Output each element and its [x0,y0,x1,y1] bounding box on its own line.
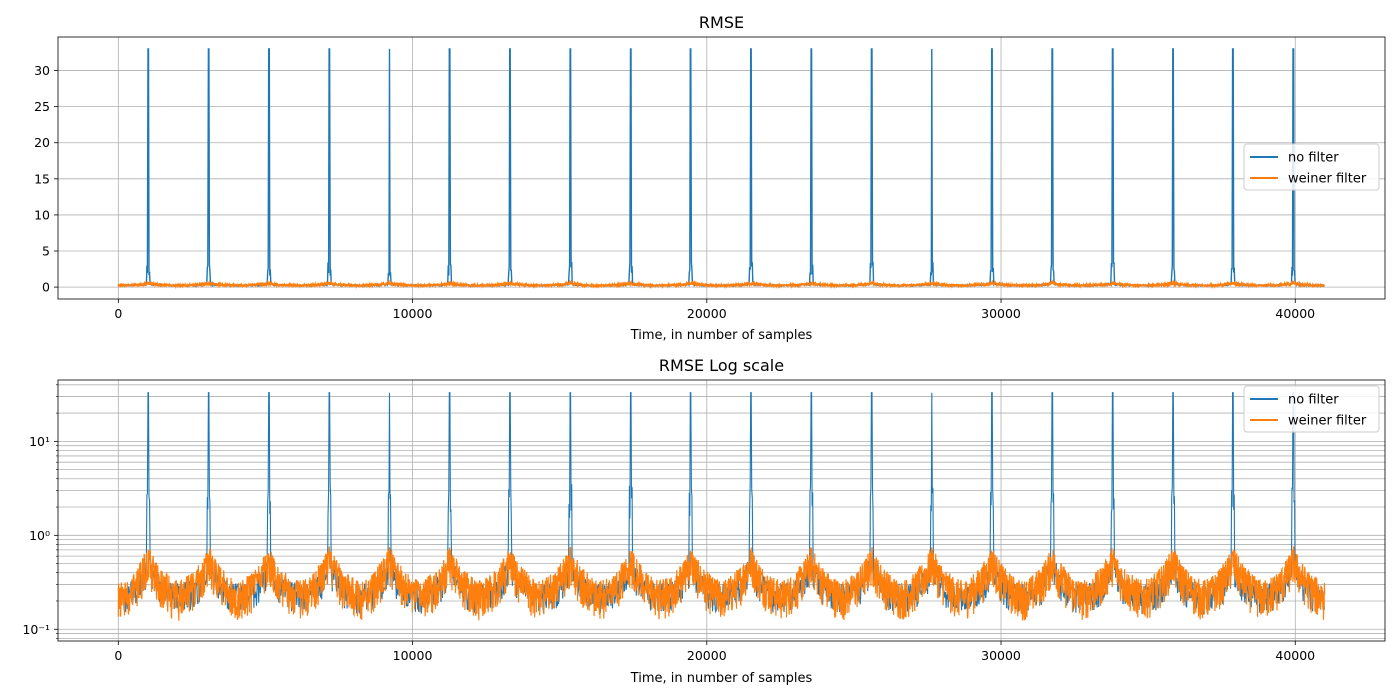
gridlines [58,37,1385,299]
legend: no filter weiner filter [1243,385,1380,433]
legend: no filter weiner filter [1243,143,1380,191]
y-tick-label: 10¹ [29,434,50,449]
series-group [117,48,1325,290]
x-tick-label: 20000 [687,648,727,663]
series-line-weiner-filter [117,279,1325,290]
y-tick-label: 10 [34,207,50,222]
y-tick-label: 0 [42,280,50,295]
y-tick-label: 10⁰ [29,528,50,543]
y-tick-label: 10⁻¹ [22,622,50,637]
chart-title: RMSE [699,13,744,32]
legend-label: no filter [1288,151,1339,166]
y-tick-label: 20 [34,135,50,150]
x-tick-label: 10000 [393,648,433,663]
x-tick-label: 20000 [687,306,727,321]
axes-frame [57,379,1386,642]
legend-label: no filter [1288,393,1339,408]
x-tick-label: 30000 [981,648,1021,663]
y-tick-label: 30 [34,63,50,78]
series-group [117,392,1326,621]
x-tick-label: 40000 [1275,306,1315,321]
x-tick-label: 40000 [1275,648,1315,663]
x-tick-label: 30000 [981,306,1021,321]
series-line-no-filter [117,392,1325,615]
x-tick-label: 0 [114,306,122,321]
chart-panel-1: 0 10000 20000 30000 40000 0 5 10 15 20 25 30 RMSE Tim… [34,13,1386,343]
x-axis-label: Time, in number of samples [630,671,813,686]
legend-label: weiner filter [1288,172,1367,187]
y-tick-label: 5 [42,244,50,259]
legend-label: weiner filter [1288,414,1367,429]
y-tick-label: 25 [34,99,50,114]
series-line-no-filter [117,48,1325,288]
x-tick-label: 10000 [393,306,433,321]
axes-frame [57,36,1386,300]
chart-panel-2: 0 10000 20000 30000 40000 10⁻¹ 10⁰ 10¹ RMSE Log … [22,356,1386,686]
x-tick-label: 0 [114,648,122,663]
x-axis-label: Time, in number of samples [630,328,813,343]
y-tick-label: 15 [34,171,50,186]
chart-title: RMSE Log scale [659,356,784,375]
series-line-weiner-filter [117,545,1326,621]
